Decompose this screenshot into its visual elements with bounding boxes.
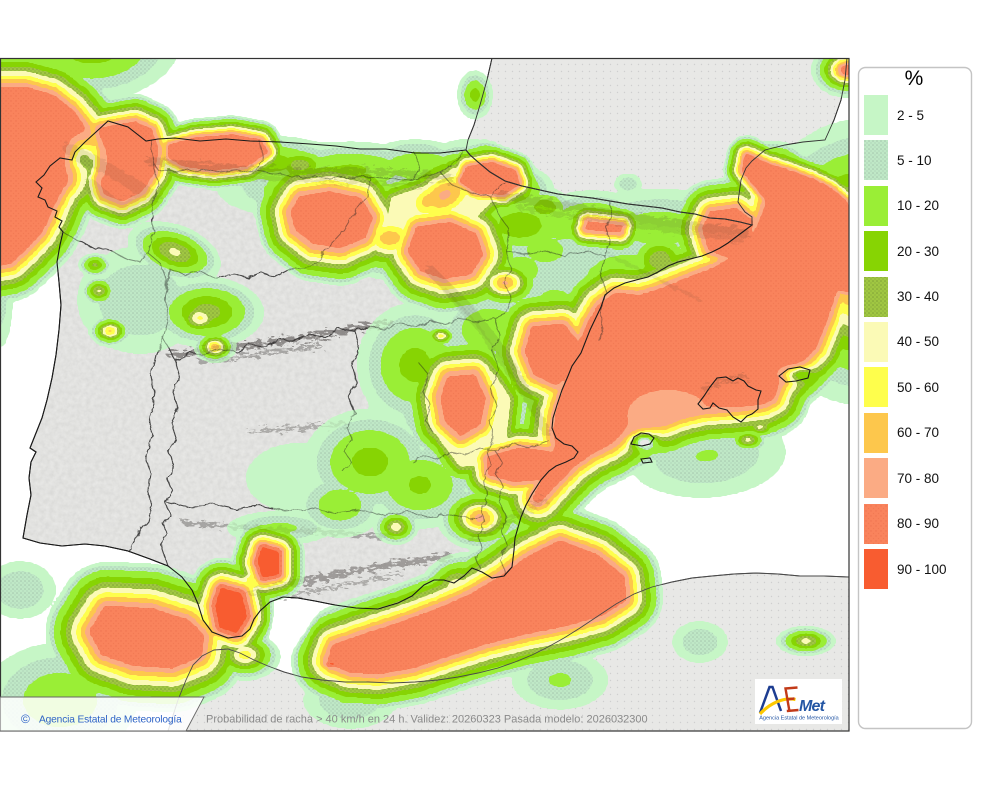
svg-text:©: © (21, 712, 30, 726)
svg-text:20 - 30: 20 - 30 (897, 244, 939, 259)
svg-text:2 - 5: 2 - 5 (897, 108, 924, 123)
svg-text:40 - 50: 40 - 50 (897, 334, 939, 349)
svg-text:%: % (905, 67, 924, 90)
svg-text:60 - 70: 60 - 70 (897, 425, 939, 440)
svg-text:90 - 100: 90 - 100 (897, 562, 947, 577)
svg-text:5 - 10: 5 - 10 (897, 153, 932, 168)
svg-text:Probabilidad de racha > 40 km/: Probabilidad de racha > 40 km/h en 24 h.… (206, 714, 648, 726)
svg-text:Agencia Estatal de Meteorologí: Agencia Estatal de Meteorología (759, 716, 839, 722)
svg-text:Met: Met (799, 698, 826, 715)
svg-text:Agencia Estatal de Meteorologí: Agencia Estatal de Meteorología (39, 715, 182, 726)
svg-text:50 - 60: 50 - 60 (897, 380, 939, 395)
svg-text:10 - 20: 10 - 20 (897, 198, 939, 213)
svg-text:70 - 80: 70 - 80 (897, 471, 939, 486)
svg-text:80 - 90: 80 - 90 (897, 516, 939, 531)
svg-text:30 - 40: 30 - 40 (897, 289, 939, 304)
